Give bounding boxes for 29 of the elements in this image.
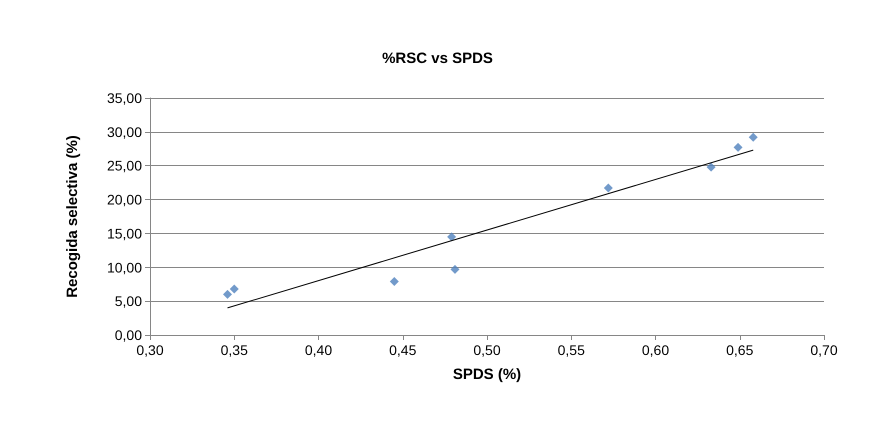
point	[734, 142, 743, 152]
x-tick-label: 0,50	[473, 342, 501, 358]
x-tick-label: 0,70	[810, 342, 838, 358]
x-tick-label: 0,60	[642, 342, 670, 358]
y-tick-label: 0,00	[114, 327, 142, 343]
x-tick-label: 0,65	[726, 342, 754, 358]
point	[447, 232, 456, 242]
x-tick-label: 0,55	[558, 342, 586, 358]
y-tick-label: 20,00	[106, 192, 142, 208]
chart-title: %RSC vs SPDS	[382, 50, 493, 67]
y-tick-label: 25,00	[106, 158, 142, 174]
x-tick-label: 0,30	[136, 342, 164, 358]
point	[748, 132, 758, 142]
point	[230, 284, 239, 294]
y-tick-label: 10,00	[106, 259, 142, 276]
y-tick-label: 35,00	[106, 90, 142, 106]
x-tick-label: 0,45	[389, 342, 417, 358]
y-axis-title: Recogida selectiva (%)	[64, 135, 81, 298]
point	[604, 184, 613, 193]
y-tick-label: 15,00	[106, 225, 142, 242]
point	[223, 290, 232, 299]
point	[390, 277, 399, 286]
y-tick-label: 5,00	[114, 293, 142, 310]
point	[706, 162, 716, 172]
point	[450, 264, 460, 274]
x-tick-label: 0,35	[220, 342, 248, 358]
x-tick-label: 0,40	[304, 342, 332, 358]
x-axis-title: SPDS (%)	[452, 366, 522, 383]
y-tick-label: 30,00	[106, 124, 142, 140]
